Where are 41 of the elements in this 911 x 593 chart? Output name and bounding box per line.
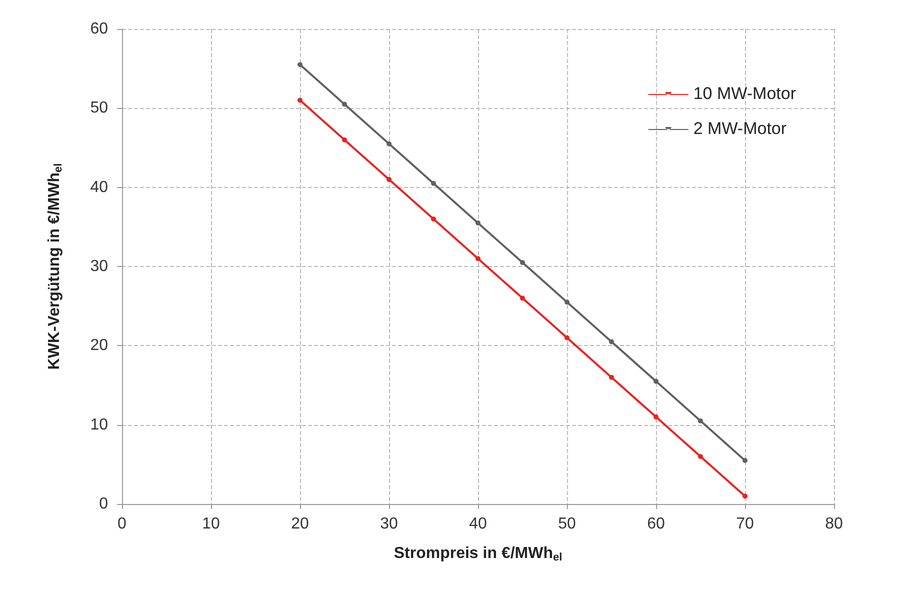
- x-tick-label: 50: [558, 516, 576, 532]
- y-tick-label: 0: [99, 496, 108, 512]
- x-tick-label: 60: [647, 516, 665, 532]
- point: [476, 256, 480, 262]
- y-axis-title: KWK-Vergütung in €/MWhel: [46, 163, 64, 370]
- point: [298, 62, 302, 68]
- point: [698, 418, 703, 424]
- point: [476, 220, 480, 226]
- point: [386, 141, 392, 146]
- y-tick-label: 20: [90, 337, 108, 354]
- point: [342, 102, 347, 107]
- point: [520, 296, 525, 301]
- y-tick-label: 10: [90, 416, 108, 434]
- legend-label: 2 MW-Motor: [693, 119, 787, 138]
- x-tick-label: 70: [736, 516, 754, 532]
- point: [742, 494, 748, 499]
- point: [609, 339, 614, 344]
- x-tick-label: 80: [825, 516, 843, 532]
- y-tick-label: 30: [90, 258, 108, 275]
- point: [742, 458, 748, 463]
- point: [520, 260, 525, 266]
- x-tick-label: 30: [380, 516, 398, 532]
- legend-label: 10 MW-Motor: [693, 84, 796, 103]
- point: [564, 300, 570, 305]
- point: [431, 180, 436, 186]
- x-tick-label: 10: [202, 516, 220, 532]
- point: [342, 137, 347, 142]
- y-tick-label: 60: [90, 20, 108, 38]
- point: [654, 378, 658, 384]
- point: [609, 374, 614, 380]
- y-tick-label: 40: [90, 178, 108, 196]
- point: [298, 98, 302, 103]
- x-tick-label: 0: [118, 516, 127, 532]
- point: [654, 414, 658, 420]
- x-tick-label: 20: [291, 516, 309, 532]
- point: [386, 176, 392, 182]
- y-tick-label: 50: [90, 100, 108, 117]
- point: [564, 335, 570, 340]
- x-tick-label: 40: [469, 516, 487, 532]
- point: [431, 216, 436, 222]
- point: [698, 454, 703, 459]
